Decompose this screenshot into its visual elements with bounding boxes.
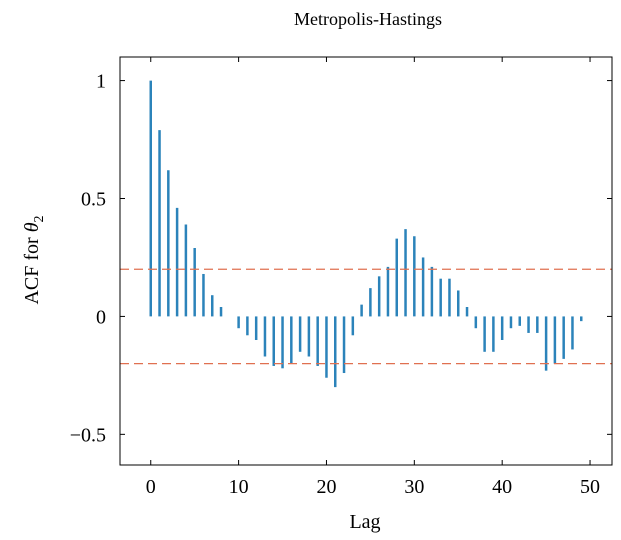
y-tick-label: −0.5 (70, 424, 106, 446)
y-tick-label: 1 (96, 71, 106, 93)
x-axis-label: Lag (349, 511, 380, 533)
confidence-bounds (120, 268, 612, 365)
y-tick-label: 0.5 (81, 189, 106, 211)
y-tick-label: 0 (96, 306, 106, 328)
y-axis-label-text: ACF for (21, 232, 43, 304)
y-axis-label-symbol: θ (21, 222, 43, 232)
plot-frame (119, 56, 613, 466)
x-tick-label: 50 (580, 476, 600, 498)
x-tick-label: 30 (404, 476, 424, 498)
x-tick-label: 0 (146, 476, 156, 498)
x-tick-label: 10 (229, 476, 249, 498)
x-tick-label: 20 (316, 476, 336, 498)
y-axis-ticks: 1 0.5 0 −0.5 (70, 71, 612, 446)
x-axis-ticks: 0 10 20 30 40 50 (146, 57, 600, 498)
y-axis-label: ACF for θ2 (21, 215, 47, 304)
y-axis-label-subscript: 2 (32, 215, 47, 222)
acf-bars (149, 80, 583, 388)
chart-title: Metropolis-Hastings (294, 9, 442, 29)
x-tick-label: 40 (492, 476, 512, 498)
